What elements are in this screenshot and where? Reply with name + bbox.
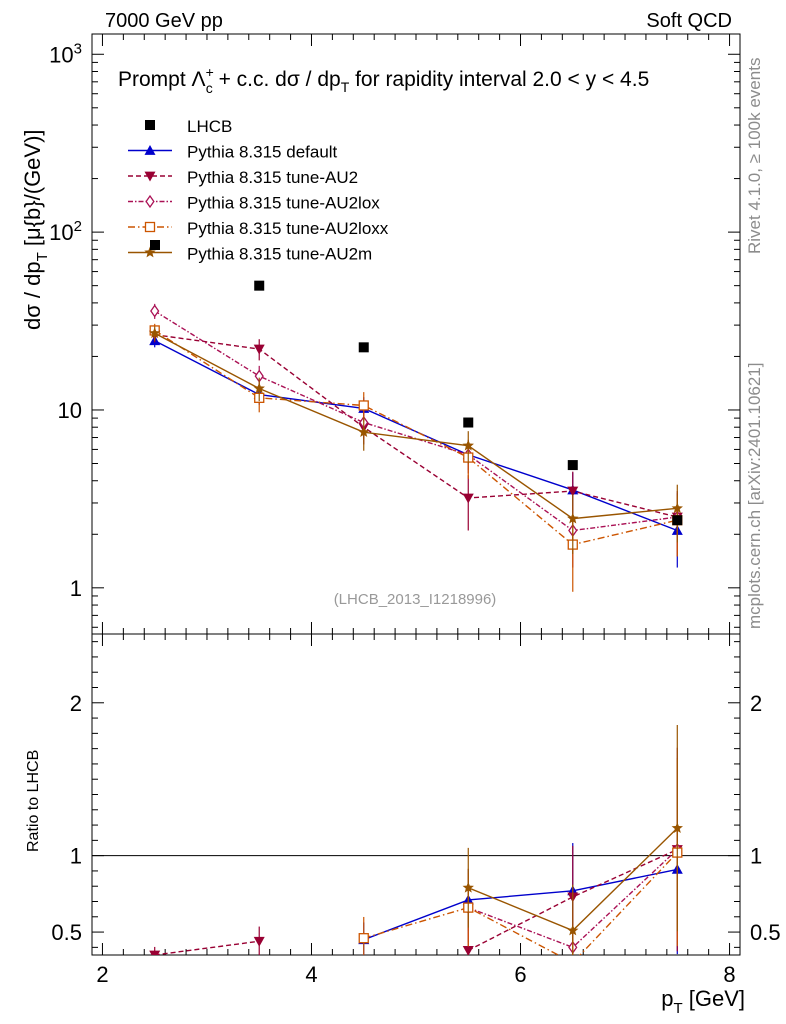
- legend-marker: [144, 221, 156, 233]
- ratio-tick-label-right: 0.5: [750, 920, 781, 945]
- legend-label: Pythia 8.315 tune-AU2loxx: [187, 219, 389, 238]
- legend-label: Pythia 8.315 tune-AU2lox: [187, 194, 380, 213]
- legend-marker: [144, 246, 156, 258]
- header-right: Soft QCD: [646, 10, 732, 32]
- series-point: [358, 400, 369, 411]
- chart-title: Prompt Λ+ c + c.c. dσ / dpT for rapidity …: [118, 64, 649, 96]
- series-line-4: [154, 332, 678, 520]
- y-tick-label: 102: [49, 218, 82, 245]
- x-tick-label: 6: [514, 962, 526, 987]
- ratio-point: [671, 822, 683, 833]
- series-line-0: [154, 340, 678, 532]
- series-point: [462, 439, 474, 451]
- legend-label: Pythia 8.315 default: [187, 143, 338, 162]
- x-axis-label: pT [GeV]: [661, 986, 745, 1017]
- legend-marker: [144, 171, 156, 182]
- y-tick-label: 1: [70, 576, 82, 601]
- series-point: [462, 493, 474, 504]
- legend-marker: [145, 194, 155, 209]
- series-line-2: [154, 310, 678, 532]
- series-line-3: [154, 329, 678, 546]
- ratio-tick-label-right: 2: [750, 691, 762, 716]
- legend-label-data: LHCB: [187, 117, 232, 136]
- ratio-line-2: [468, 849, 678, 949]
- ratio-point: [568, 958, 577, 967]
- x-tick-label: 4: [305, 962, 317, 987]
- series-point: [671, 502, 683, 514]
- header-left: 7000 GeV pp: [105, 10, 223, 32]
- ratio-line-1: [467, 848, 678, 952]
- ratio-axis-label: Ratio to LHCB: [25, 750, 42, 852]
- ratio-point: [253, 936, 265, 947]
- rivet-version-label: Rivet 4.1.0, ≥ 100k events: [745, 57, 764, 254]
- legend-label: Pythia 8.315 tune-AU2: [187, 168, 358, 187]
- series-point: [253, 344, 265, 355]
- y-axis-label: dσ / dpT [μ{b}/(GeV)]: [20, 129, 51, 330]
- data-point: [254, 280, 265, 291]
- ratio-tick-label-left: 2: [70, 691, 82, 716]
- data-point: [358, 342, 369, 353]
- data-point: [672, 515, 683, 526]
- series-line-1: [154, 334, 678, 518]
- legend-label: Pythia 8.315 tune-AU2m: [187, 245, 372, 264]
- legend-marker-data: [145, 120, 155, 130]
- legend-stray-marker: [150, 240, 160, 250]
- series-point: [253, 382, 265, 394]
- series-point: [358, 426, 370, 438]
- legend-marker: [144, 145, 156, 155]
- y-tick-label: 103: [49, 40, 82, 67]
- y-tick-label: 10: [58, 398, 82, 423]
- legend: LHCB Pythia 8.315 default Pythia 8.315 tun…: [128, 117, 389, 264]
- ratio-line-3: [363, 852, 678, 955]
- ratio-point: [149, 950, 161, 955]
- ratio-tick-label-right: 1: [750, 844, 762, 869]
- ratio-point: [462, 881, 474, 893]
- series-point: [149, 327, 161, 339]
- x-tick-label: 8: [723, 962, 735, 987]
- x-tick-label: 2: [96, 962, 108, 987]
- ratio-point: [567, 924, 579, 936]
- ratio-line-0: [363, 868, 678, 941]
- ratio-tick-label-left: 1: [70, 844, 82, 869]
- ratio-plot-frame: [91, 633, 741, 956]
- series-point: [567, 486, 579, 497]
- mcplots-source-label: mcplots.cern.ch [arXiv:2401.10621]: [745, 362, 764, 629]
- ratio-point: [358, 933, 369, 944]
- analysis-id: (LHCB_2013_I1218996): [334, 591, 497, 608]
- ratio-line-1: [154, 940, 260, 955]
- ratio-tick-label-left: 0.5: [51, 920, 82, 945]
- data-point: [463, 417, 474, 428]
- series-point: [567, 512, 579, 524]
- series-point: [150, 304, 160, 318]
- data-point: [567, 460, 578, 471]
- ratio-point: [462, 946, 474, 955]
